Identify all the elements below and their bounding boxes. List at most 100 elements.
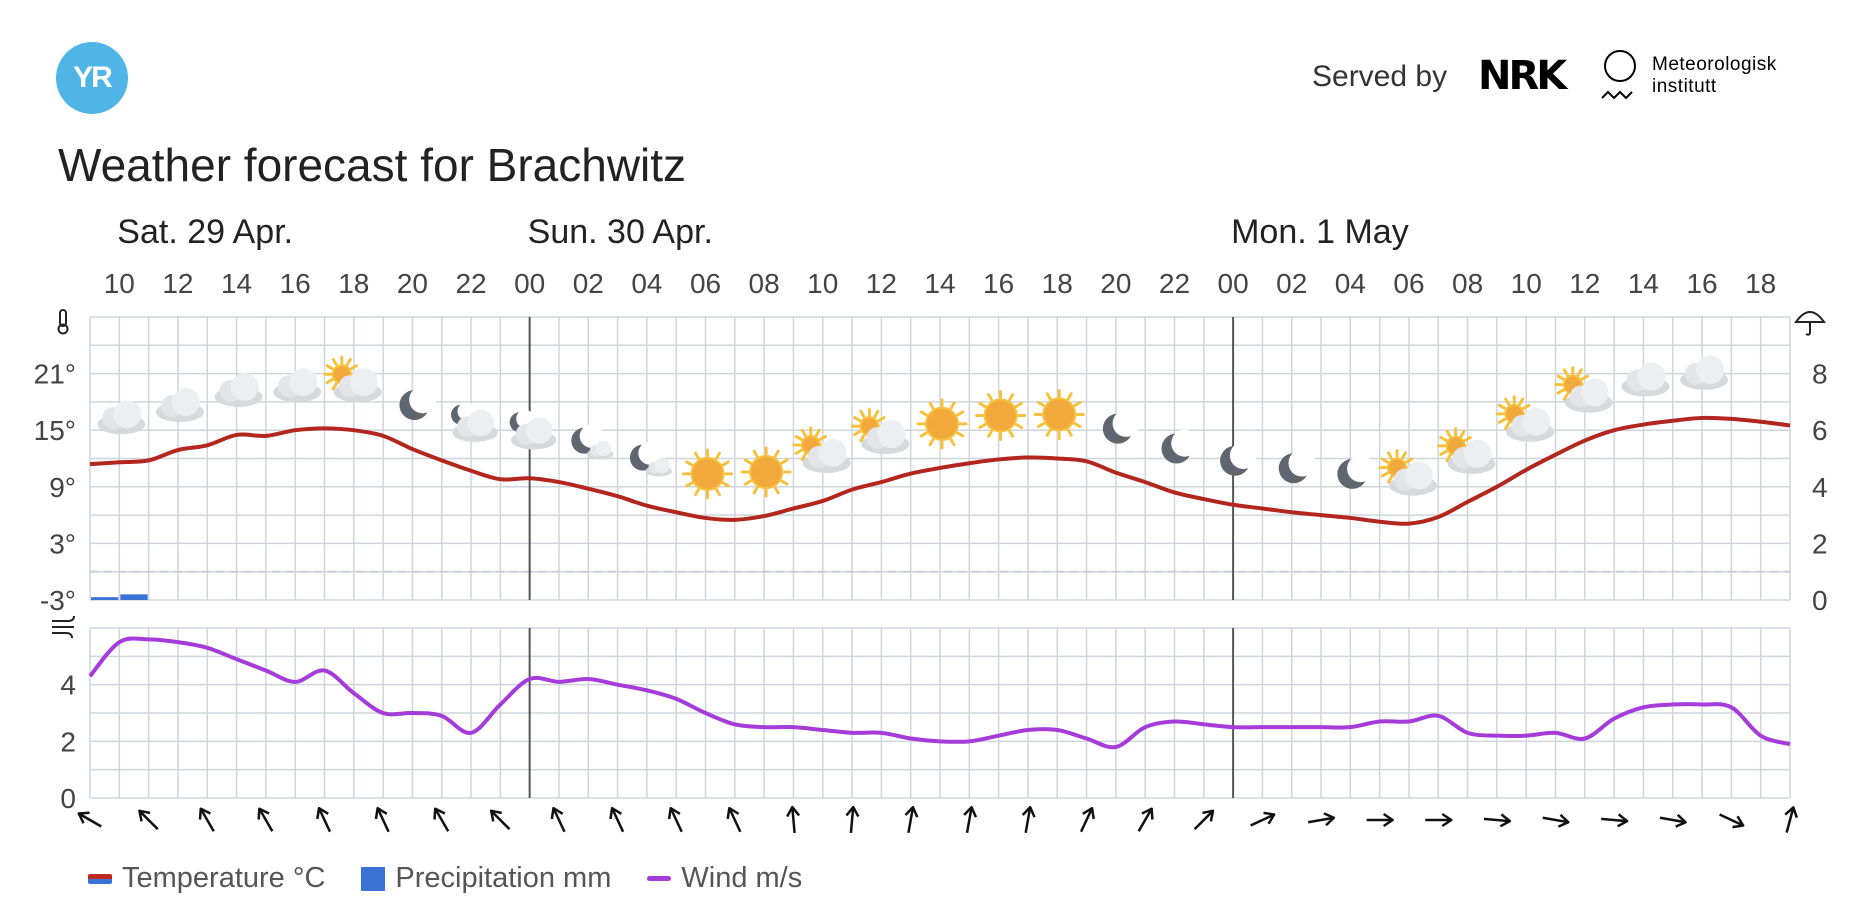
- clear-day-icon: [740, 446, 792, 498]
- sun-ray: [877, 416, 886, 423]
- hour-tick-label: 14: [221, 268, 252, 299]
- sun-ray: [1073, 401, 1082, 407]
- sun-ray: [1556, 374, 1565, 381]
- hour-tick-label: 12: [162, 268, 193, 299]
- thermometer-icon: [57, 309, 69, 335]
- sun-ray: [1562, 392, 1569, 401]
- sun-disc: [983, 398, 1018, 433]
- wind-swatch: [647, 876, 672, 881]
- sun-ray: [978, 401, 987, 408]
- met-logo-icon: [1604, 50, 1636, 82]
- cloud-part: [654, 457, 670, 474]
- hour-tick-label: 16: [280, 268, 311, 299]
- arrow-shaft: [791, 808, 796, 834]
- partly-cloudy-day-icon: [1437, 427, 1496, 474]
- precip-tick-label: 8: [1812, 359, 1828, 390]
- arrow-head: [845, 805, 860, 818]
- clear-night-icon: [1102, 409, 1140, 444]
- arrow-head: [1557, 813, 1570, 828]
- arrow-head: [1675, 813, 1687, 828]
- sun-ray: [800, 428, 807, 437]
- sun-disc: [690, 456, 725, 491]
- yr-logo[interactable]: YR: [56, 42, 128, 114]
- sun-ray: [325, 364, 334, 371]
- sun-ray: [1562, 368, 1569, 377]
- hour-tick-label: 22: [455, 268, 486, 299]
- moon-cut: [579, 424, 604, 448]
- sun-ray: [685, 481, 694, 488]
- umbrella-canopy: [1794, 311, 1826, 323]
- sun-ray: [1008, 393, 1015, 402]
- temp-tick-label: 3°: [49, 528, 76, 559]
- cloudy-icon: [1680, 355, 1729, 390]
- cloud-part: [113, 400, 142, 429]
- sun-ray: [773, 449, 780, 458]
- wind-direction-arrow: [1659, 813, 1687, 828]
- sun-ray: [1504, 397, 1511, 406]
- wind-direction-arrow: [1542, 813, 1570, 828]
- clear-day-icon: [682, 448, 734, 500]
- sun-ray: [919, 410, 928, 417]
- sun-ray: [818, 434, 827, 441]
- sun-ray: [859, 409, 866, 419]
- arrow-head: [433, 807, 446, 820]
- arrow-shaft: [1601, 817, 1626, 823]
- arrow-head: [138, 809, 151, 822]
- arrow-shaft: [139, 811, 159, 831]
- arrow-head: [1021, 805, 1036, 818]
- precipitation-bar: [120, 594, 148, 600]
- arrow-head: [726, 806, 740, 820]
- sun-ray: [956, 431, 965, 438]
- precip-tick-label: 0: [1812, 585, 1828, 616]
- grid: [89, 316, 1791, 799]
- arrow-shaft: [670, 809, 683, 833]
- arrow-head: [1382, 812, 1394, 828]
- temp-tick-label: 9°: [49, 472, 76, 503]
- arrow-shaft: [611, 809, 625, 833]
- page-title: Weather forecast for Brachwitz: [58, 139, 687, 191]
- cloud-part: [526, 417, 553, 444]
- met-logo-text[interactable]: Meteorologisk institutt: [1652, 54, 1777, 98]
- arrow-head: [904, 805, 919, 818]
- wind-stroke: [52, 615, 75, 622]
- day-label: Sun. 30 Apr.: [528, 213, 713, 251]
- hour-tick-label: 16: [983, 268, 1014, 299]
- sun-ray: [1380, 457, 1389, 464]
- arrow-shaft: [377, 809, 390, 833]
- clear-day-icon: [916, 398, 968, 450]
- wind-direction-arrow: [1021, 805, 1036, 834]
- thermometer-bulb: [57, 323, 69, 335]
- arrow-shaft: [1193, 811, 1213, 831]
- arrow-shaft: [907, 808, 914, 834]
- wind-direction-arrow: [198, 807, 215, 832]
- cloud-part: [289, 368, 318, 397]
- umbrella-handle: [1805, 322, 1811, 336]
- sun-ray: [331, 357, 338, 367]
- wind-direction-arrow: [1601, 813, 1629, 828]
- sun-ray: [1014, 422, 1023, 429]
- clear-night-icon: [1161, 429, 1199, 464]
- sun-ray: [1008, 429, 1015, 438]
- hour-tick-label: 00: [1218, 268, 1249, 299]
- sun-ray: [1400, 451, 1407, 460]
- sun-ray: [1036, 401, 1046, 407]
- legend-temperature-label: Temperature °C: [122, 862, 326, 894]
- cloud-part: [595, 440, 612, 457]
- hour-tick-label: 14: [924, 268, 955, 299]
- partly-cloudy-day-icon: [850, 407, 910, 455]
- legend-precipitation-label: Precipitation mm: [395, 862, 612, 894]
- moon-cut: [1347, 455, 1375, 483]
- hour-tick-label: 10: [1511, 268, 1542, 299]
- sun-ray: [349, 364, 359, 371]
- sun-ray: [773, 486, 780, 495]
- arrow-shaft: [435, 809, 450, 832]
- legend-precipitation: Precipitation mm: [361, 862, 611, 895]
- sun-ray: [1459, 429, 1466, 438]
- thermometer-tube: [59, 309, 67, 327]
- nrk-logo[interactable]: NRK: [1478, 53, 1567, 99]
- hour-tick-label: 00: [514, 268, 545, 299]
- clear-night-icon: [1278, 449, 1316, 484]
- sun-ray: [859, 434, 866, 443]
- cloud-part: [1637, 362, 1666, 391]
- legend-wind-label: Wind m/s: [681, 862, 803, 894]
